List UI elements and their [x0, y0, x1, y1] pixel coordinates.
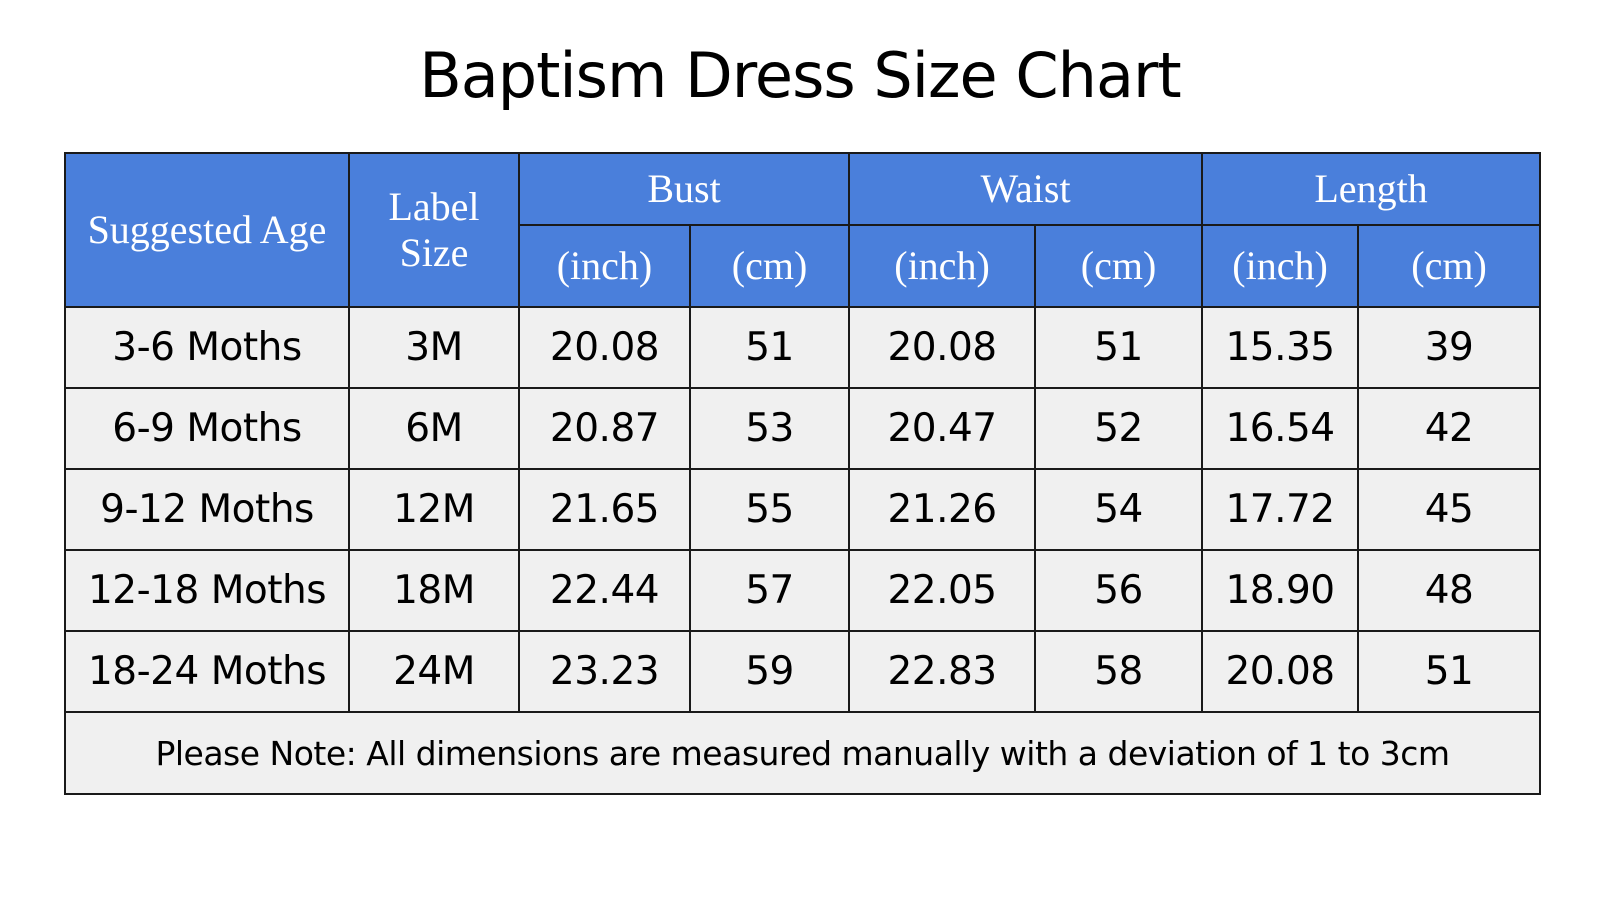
- header-suggested-age-label: Suggested Age: [87, 207, 327, 252]
- header-label-size: Label Size: [348, 152, 520, 308]
- cell-label-size: 6M: [348, 387, 520, 470]
- cell-label-size: 3M: [348, 306, 520, 389]
- cell-length-inch: 17.72: [1201, 468, 1360, 551]
- cell-waist-inch: 22.83: [848, 630, 1037, 713]
- cell-waist-cm: 56: [1034, 549, 1204, 632]
- cell-waist-cm: 54: [1034, 468, 1204, 551]
- cell-age: 6-9 Moths: [64, 387, 350, 470]
- cell-bust-cm: 51: [688, 306, 851, 389]
- note-text: Please Note: All dimensions are measured…: [63, 711, 1542, 795]
- cell-length-cm: 51: [1357, 630, 1542, 713]
- table-row: 12-18 Moths 18M 22.44 57 22.05 56 18.90 …: [64, 549, 1542, 632]
- cell-length-inch: 20.08: [1201, 630, 1360, 713]
- size-chart-table: Suggested Age Label Size Bust Waist Leng…: [63, 152, 1542, 795]
- table-row: 6-9 Moths 6M 20.87 53 20.47 52 16.54 42: [64, 387, 1542, 470]
- cell-bust-cm: 57: [688, 549, 851, 632]
- header-unit-length-cm: (cm): [1357, 224, 1542, 308]
- cell-length-cm: 42: [1357, 387, 1542, 470]
- cell-age: 18-24 Moths: [64, 630, 350, 713]
- header-label-size-line1: Label: [388, 184, 480, 229]
- table-header: Suggested Age Label Size Bust Waist Leng…: [64, 152, 1542, 308]
- table-row: 3-6 Moths 3M 20.08 51 20.08 51 15.35 39: [64, 306, 1542, 389]
- cell-bust-inch: 23.23: [518, 630, 691, 713]
- cell-bust-inch: 21.65: [518, 468, 691, 551]
- header-row-groups: Suggested Age Label Size Bust Waist Leng…: [64, 152, 1542, 308]
- cell-bust-inch: 20.87: [518, 387, 691, 470]
- cell-label-size: 24M: [348, 630, 520, 713]
- table-body: 3-6 Moths 3M 20.08 51 20.08 51 15.35 39 …: [63, 306, 1542, 795]
- cell-bust-cm: 55: [688, 468, 851, 551]
- cell-waist-inch: 22.05: [848, 549, 1037, 632]
- header-unit-waist-cm: (cm): [1034, 224, 1204, 308]
- cell-bust-cm: 59: [688, 630, 851, 713]
- cell-waist-inch: 21.26: [848, 468, 1037, 551]
- note-row: Please Note: All dimensions are measured…: [63, 711, 1542, 795]
- header-row-units: (inch) (cm) (inch) (cm) (inch) (cm): [65, 224, 1542, 308]
- page-title: Baptism Dress Size Chart: [419, 39, 1182, 112]
- cell-length-inch: 16.54: [1201, 387, 1360, 470]
- header-unit-length-inch: (inch): [1201, 224, 1360, 308]
- cell-bust-cm: 53: [688, 387, 851, 470]
- cell-age: 9-12 Moths: [64, 468, 350, 551]
- header-group-bust: Bust: [517, 152, 851, 226]
- header-group-length: Length: [1201, 152, 1542, 226]
- cell-length-inch: 15.35: [1201, 306, 1360, 389]
- cell-length-cm: 39: [1357, 306, 1542, 389]
- header-label-size-line2: Size: [399, 230, 469, 275]
- cell-age: 12-18 Moths: [64, 549, 350, 632]
- cell-waist-inch: 20.47: [848, 387, 1037, 470]
- header-suggested-age: Suggested Age: [64, 152, 350, 308]
- header-unit-bust-inch: (inch): [518, 224, 691, 308]
- header-unit-waist-inch: (inch): [848, 224, 1037, 308]
- cell-length-cm: 48: [1357, 549, 1542, 632]
- cell-age: 3-6 Moths: [64, 306, 350, 389]
- table-row: 9-12 Moths 12M 21.65 55 21.26 54 17.72 4…: [64, 468, 1542, 551]
- cell-length-inch: 18.90: [1201, 549, 1360, 632]
- cell-label-size: 12M: [348, 468, 520, 551]
- table-row: 18-24 Moths 24M 23.23 59 22.83 58 20.08 …: [64, 630, 1542, 713]
- cell-bust-inch: 20.08: [518, 306, 691, 389]
- header-group-waist: Waist: [848, 152, 1204, 226]
- header-unit-bust-cm: (cm): [688, 224, 851, 308]
- cell-length-cm: 45: [1357, 468, 1542, 551]
- cell-waist-inch: 20.08: [848, 306, 1037, 389]
- cell-waist-cm: 51: [1034, 306, 1204, 389]
- cell-waist-cm: 52: [1034, 387, 1204, 470]
- cell-label-size: 18M: [348, 549, 520, 632]
- cell-waist-cm: 58: [1034, 630, 1204, 713]
- cell-bust-inch: 22.44: [518, 549, 691, 632]
